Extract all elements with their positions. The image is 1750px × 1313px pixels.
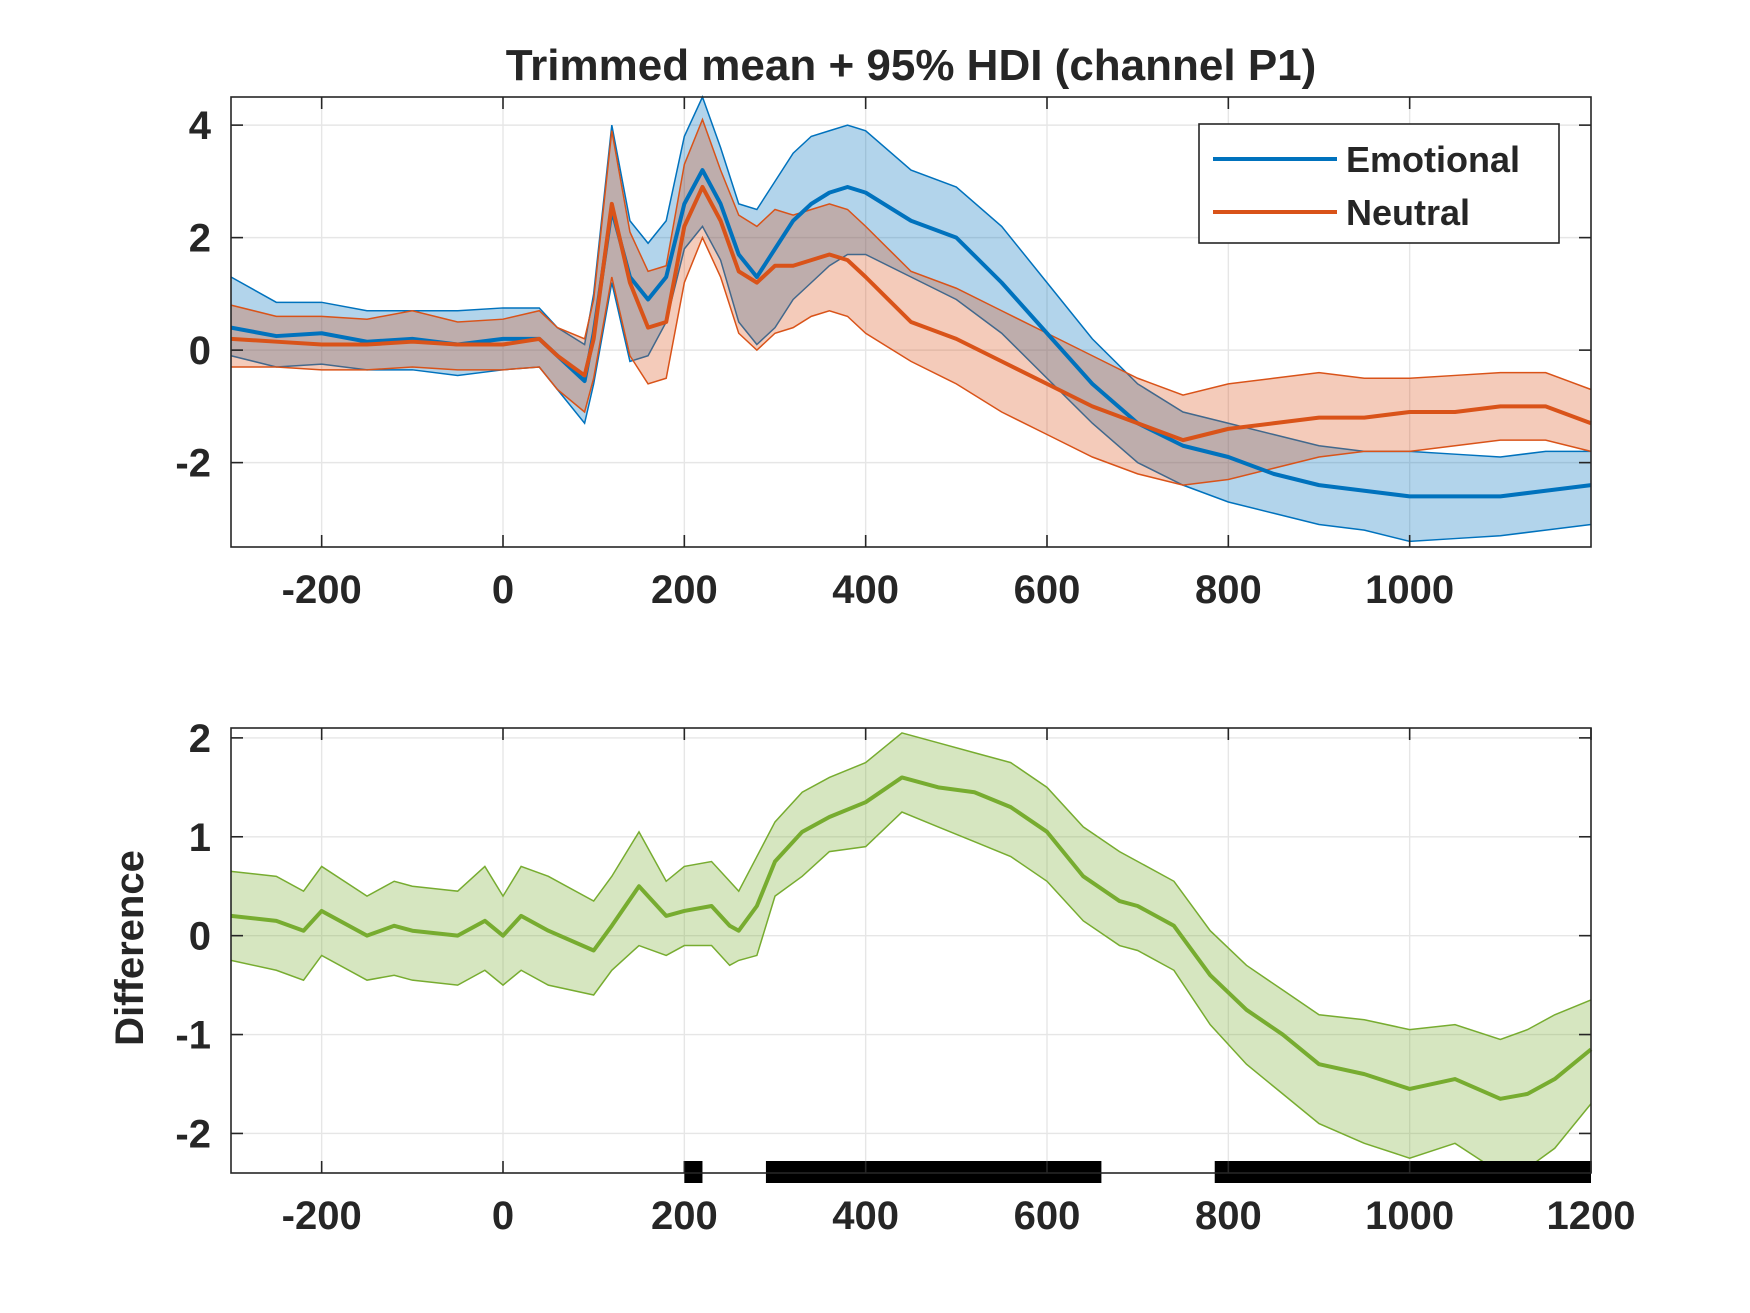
x-tick-label: -200 — [282, 568, 362, 612]
bottom-panel: -200 0 200 400 600 800 1000 1200 2 1 0 -1 -2 Differ… — [108, 717, 1635, 1238]
y-tick-label: -2 — [175, 442, 211, 486]
y-tick-label: 2 — [189, 717, 211, 761]
top-confidence-bands — [230, 95, 1592, 543]
legend-label-neutral: Neutral — [1346, 192, 1470, 233]
top-axes-frame — [230, 96, 1592, 548]
x-tick-label: 0 — [492, 1194, 514, 1238]
bottom-axes-frame — [230, 727, 1592, 1174]
legend-label-emotional: Emotional — [1346, 139, 1520, 180]
neutral-hdi-band — [231, 119, 1591, 486]
x-tick-label: 600 — [1014, 568, 1081, 612]
significance-bar — [684, 1161, 703, 1183]
bottom-confidence-band — [230, 732, 1592, 1174]
significance-bar — [765, 1161, 1102, 1183]
top-series-lines — [230, 168, 1592, 499]
x-tick-label: 400 — [832, 568, 899, 612]
bottom-ticks — [231, 728, 1592, 1173]
x-tick-label: 800 — [1195, 568, 1262, 612]
top-ticks — [231, 97, 1591, 547]
neutral-upper-bound — [230, 117, 1592, 396]
y-tick-label: 0 — [189, 329, 211, 373]
x-tick-label: 0 — [492, 568, 514, 612]
difference-lower-bound — [230, 811, 1592, 1174]
bottom-y-tick-labels: 2 1 0 -1 -2 — [175, 717, 211, 1157]
x-tick-label: 800 — [1195, 1194, 1262, 1238]
bottom-grid — [231, 728, 1591, 1173]
emotional-upper-bound — [230, 95, 1591, 458]
x-tick-label: 1000 — [1365, 1194, 1454, 1238]
x-tick-label: 1200 — [1547, 1194, 1636, 1238]
legend: Emotional Neutral — [1198, 123, 1560, 244]
y-tick-label: -1 — [175, 1014, 211, 1058]
x-tick-label: 200 — [651, 568, 718, 612]
y-tick-label: 4 — [189, 104, 212, 148]
x-tick-label: 1000 — [1365, 568, 1454, 612]
top-y-tick-labels: 4 2 0 -2 — [175, 104, 211, 486]
x-tick-label: 600 — [1014, 1194, 1081, 1238]
difference-upper-bound — [230, 732, 1592, 1041]
x-tick-label: 200 — [651, 1194, 718, 1238]
top-x-tick-labels: -200 0 200 400 600 800 1000 — [282, 568, 1455, 612]
y-tick-label: 1 — [189, 816, 211, 860]
neutral-mean-line — [230, 185, 1592, 443]
neutral-lower-bound — [231, 235, 1592, 486]
bottom-x-tick-labels: -200 0 200 400 600 800 1000 1200 — [282, 1194, 1636, 1238]
significance-bars — [684, 1161, 1591, 1183]
difference-mean-line — [230, 775, 1593, 1101]
top-panel: Trimmed mean + 95% HDI (channel P1) -200… — [175, 41, 1592, 612]
emotional-hdi-band — [231, 97, 1591, 542]
x-tick-label: -200 — [282, 1194, 362, 1238]
legend-box — [1198, 123, 1560, 244]
significance-bar — [1214, 1161, 1591, 1183]
y-axis-label-difference: Difference — [108, 850, 152, 1046]
y-tick-label: -2 — [175, 1112, 211, 1156]
x-tick-label: 400 — [832, 1194, 899, 1238]
bottom-series-line — [230, 775, 1593, 1101]
difference-hdi-band — [231, 732, 1591, 1173]
y-tick-label: 0 — [189, 915, 211, 959]
chart-title: Trimmed mean + 95% HDI (channel P1) — [506, 41, 1317, 90]
y-tick-label: 2 — [189, 217, 211, 261]
